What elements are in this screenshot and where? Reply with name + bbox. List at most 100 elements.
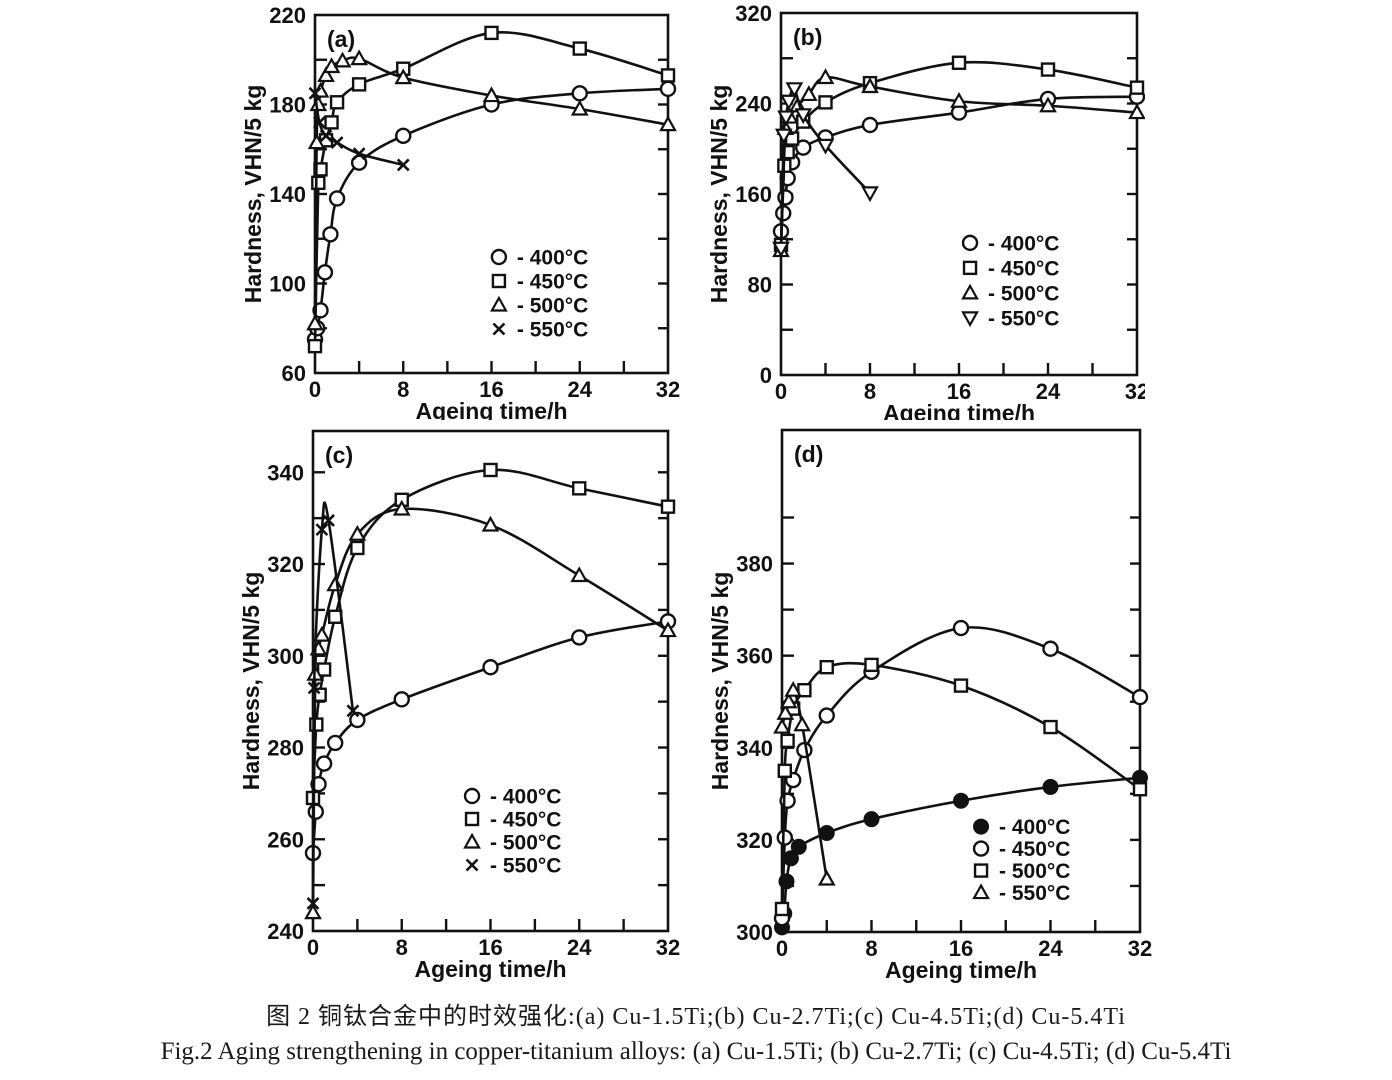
square-open-marker — [329, 95, 345, 110]
panel-b-cu2.7ti-chart: 0 8 16 24 32 0 80 160 240 320 Ageing time/h Hardnes… — [695, 0, 1149, 426]
legend-label-450°C: - 450°C — [988, 257, 1059, 280]
circle-open-marker — [326, 734, 344, 752]
x-cross-marker — [307, 681, 321, 695]
svg-text:16: 16 — [947, 379, 971, 404]
triangle-up-open-marker — [304, 903, 322, 920]
triangle-up-open-marker — [961, 283, 979, 300]
legend-label-550°C: - 550°C — [988, 307, 1059, 330]
panel-a-cu1.5ti-chart: 0 8 16 24 32 60 100 140 180 220 Ageing time/h Hardn… — [240, 0, 685, 424]
svg-text:16: 16 — [949, 936, 973, 961]
svg-text:8: 8 — [865, 936, 877, 961]
square-open-marker — [819, 659, 834, 675]
svg-text:280: 280 — [267, 736, 304, 761]
triangle-up-open-marker — [799, 85, 818, 102]
triangle-up-open-marker — [784, 680, 803, 697]
panel-d-cu5.4ti-chart: 0 8 16 24 32 300 320 340 360 380 Ageing time/h Hard… — [695, 420, 1155, 1000]
x-cross-marker — [319, 129, 333, 143]
legend: - 400°C- 450°C- 500°C- 550°C — [961, 232, 1059, 330]
svg-text:24: 24 — [1038, 936, 1063, 961]
legend-label-400°C: - 400°C — [517, 247, 588, 270]
triangle-up-open-marker — [317, 66, 335, 83]
square-open-marker — [864, 657, 879, 673]
square-open-marker — [962, 260, 978, 276]
square-open-marker — [660, 499, 676, 514]
svg-text:0: 0 — [760, 363, 772, 388]
series-450°C — [305, 462, 676, 806]
circle-open-marker — [818, 707, 835, 724]
circle-open-marker — [779, 792, 796, 809]
circle-open-marker — [571, 629, 588, 646]
legend-label-400°C: - 400°C — [988, 232, 1059, 255]
legend: - 400°C- 450°C- 500°C- 550°C — [490, 247, 588, 342]
triangle-up-open-marker — [793, 715, 812, 732]
figure-caption: 图 2 铜钛合金中的时效强化:(a) Cu-1.5Ti;(b) Cu-2.7Ti… — [0, 1000, 1392, 1070]
circle-open-marker — [776, 829, 793, 846]
svg-text:32: 32 — [1128, 936, 1152, 961]
legend-label-450°C: - 450°C — [999, 838, 1070, 861]
plot-box — [313, 13, 670, 375]
triangle-up-open-marker — [972, 883, 990, 900]
y-axis-title: Hardness, VHN/5 kg — [706, 85, 732, 304]
svg-text:8: 8 — [397, 377, 409, 402]
triangle-down-open-marker — [779, 94, 798, 111]
x-cross-marker — [352, 147, 366, 161]
series-400°C — [774, 769, 1148, 936]
triangle-up-open-marker — [394, 68, 413, 85]
y-axis-title: Hardness, VHN/5 kg — [240, 85, 266, 304]
legend: - 400°C- 450°C- 500°C- 550°C — [972, 816, 1070, 905]
axis-titles: Ageing time/h Hardness, VHN/5 kg (c) — [238, 442, 567, 982]
circle-open-marker — [571, 85, 588, 102]
svg-text:24: 24 — [567, 935, 592, 960]
square-open-marker — [464, 811, 480, 827]
series-450°C — [307, 25, 676, 354]
square-open-marker — [316, 662, 332, 677]
square-open-marker — [953, 678, 969, 693]
axis-tick-labels: 0 8 16 24 32 240 260 280 300 320 340 — [267, 460, 680, 960]
square-open-marker — [1040, 62, 1056, 77]
circle-open-marker — [490, 248, 508, 266]
svg-text:240: 240 — [267, 919, 304, 944]
square-open-marker — [951, 55, 967, 70]
square-open-marker — [973, 863, 989, 878]
svg-text:80: 80 — [748, 273, 772, 298]
square-open-marker — [818, 95, 833, 110]
triangle-up-open-marker — [348, 524, 367, 541]
square-open-marker — [311, 175, 326, 191]
square-open-marker — [1132, 782, 1148, 797]
series-500°C — [772, 68, 1146, 258]
svg-text:24: 24 — [1036, 379, 1061, 404]
x-cross-marker — [492, 322, 506, 336]
triangle-down-open-marker — [777, 110, 795, 127]
x-cross-marker — [312, 115, 326, 129]
svg-text:340: 340 — [736, 736, 773, 761]
legend-label-500°C: - 500°C — [988, 282, 1059, 305]
axis-titles: Ageing time/h Hardness, VHN/5 kg (a) — [240, 26, 568, 424]
circle-open-marker — [316, 264, 334, 281]
triangle-down-open-marker — [774, 128, 793, 145]
circle-open-marker — [795, 139, 812, 156]
series-550°C — [772, 82, 879, 258]
panel-letter: (a) — [327, 26, 355, 52]
svg-text:340: 340 — [267, 460, 304, 485]
square-open-marker — [350, 540, 365, 556]
x-axis-title: Ageing time/h — [415, 398, 567, 420]
x-cross-marker — [346, 704, 360, 718]
square-open-marker — [572, 41, 587, 56]
axis-ticks — [315, 58, 668, 373]
legend-label-550°C: - 550°C — [999, 882, 1070, 905]
circle-open-marker — [328, 190, 346, 207]
triangle-up-open-marker — [307, 133, 326, 150]
svg-text:24: 24 — [568, 377, 593, 402]
svg-text:0: 0 — [307, 935, 319, 960]
triangle-down-open-marker — [794, 108, 813, 125]
square-open-marker — [309, 717, 324, 732]
circle-filled-marker — [1042, 778, 1059, 795]
square-open-marker — [1129, 80, 1145, 95]
svg-text:320: 320 — [735, 1, 772, 26]
triangle-up-open-marker — [659, 115, 677, 132]
legend: - 400°C- 450°C- 500°C- 550°C — [463, 786, 561, 878]
svg-text:0: 0 — [776, 936, 788, 961]
svg-text:0: 0 — [775, 379, 787, 404]
